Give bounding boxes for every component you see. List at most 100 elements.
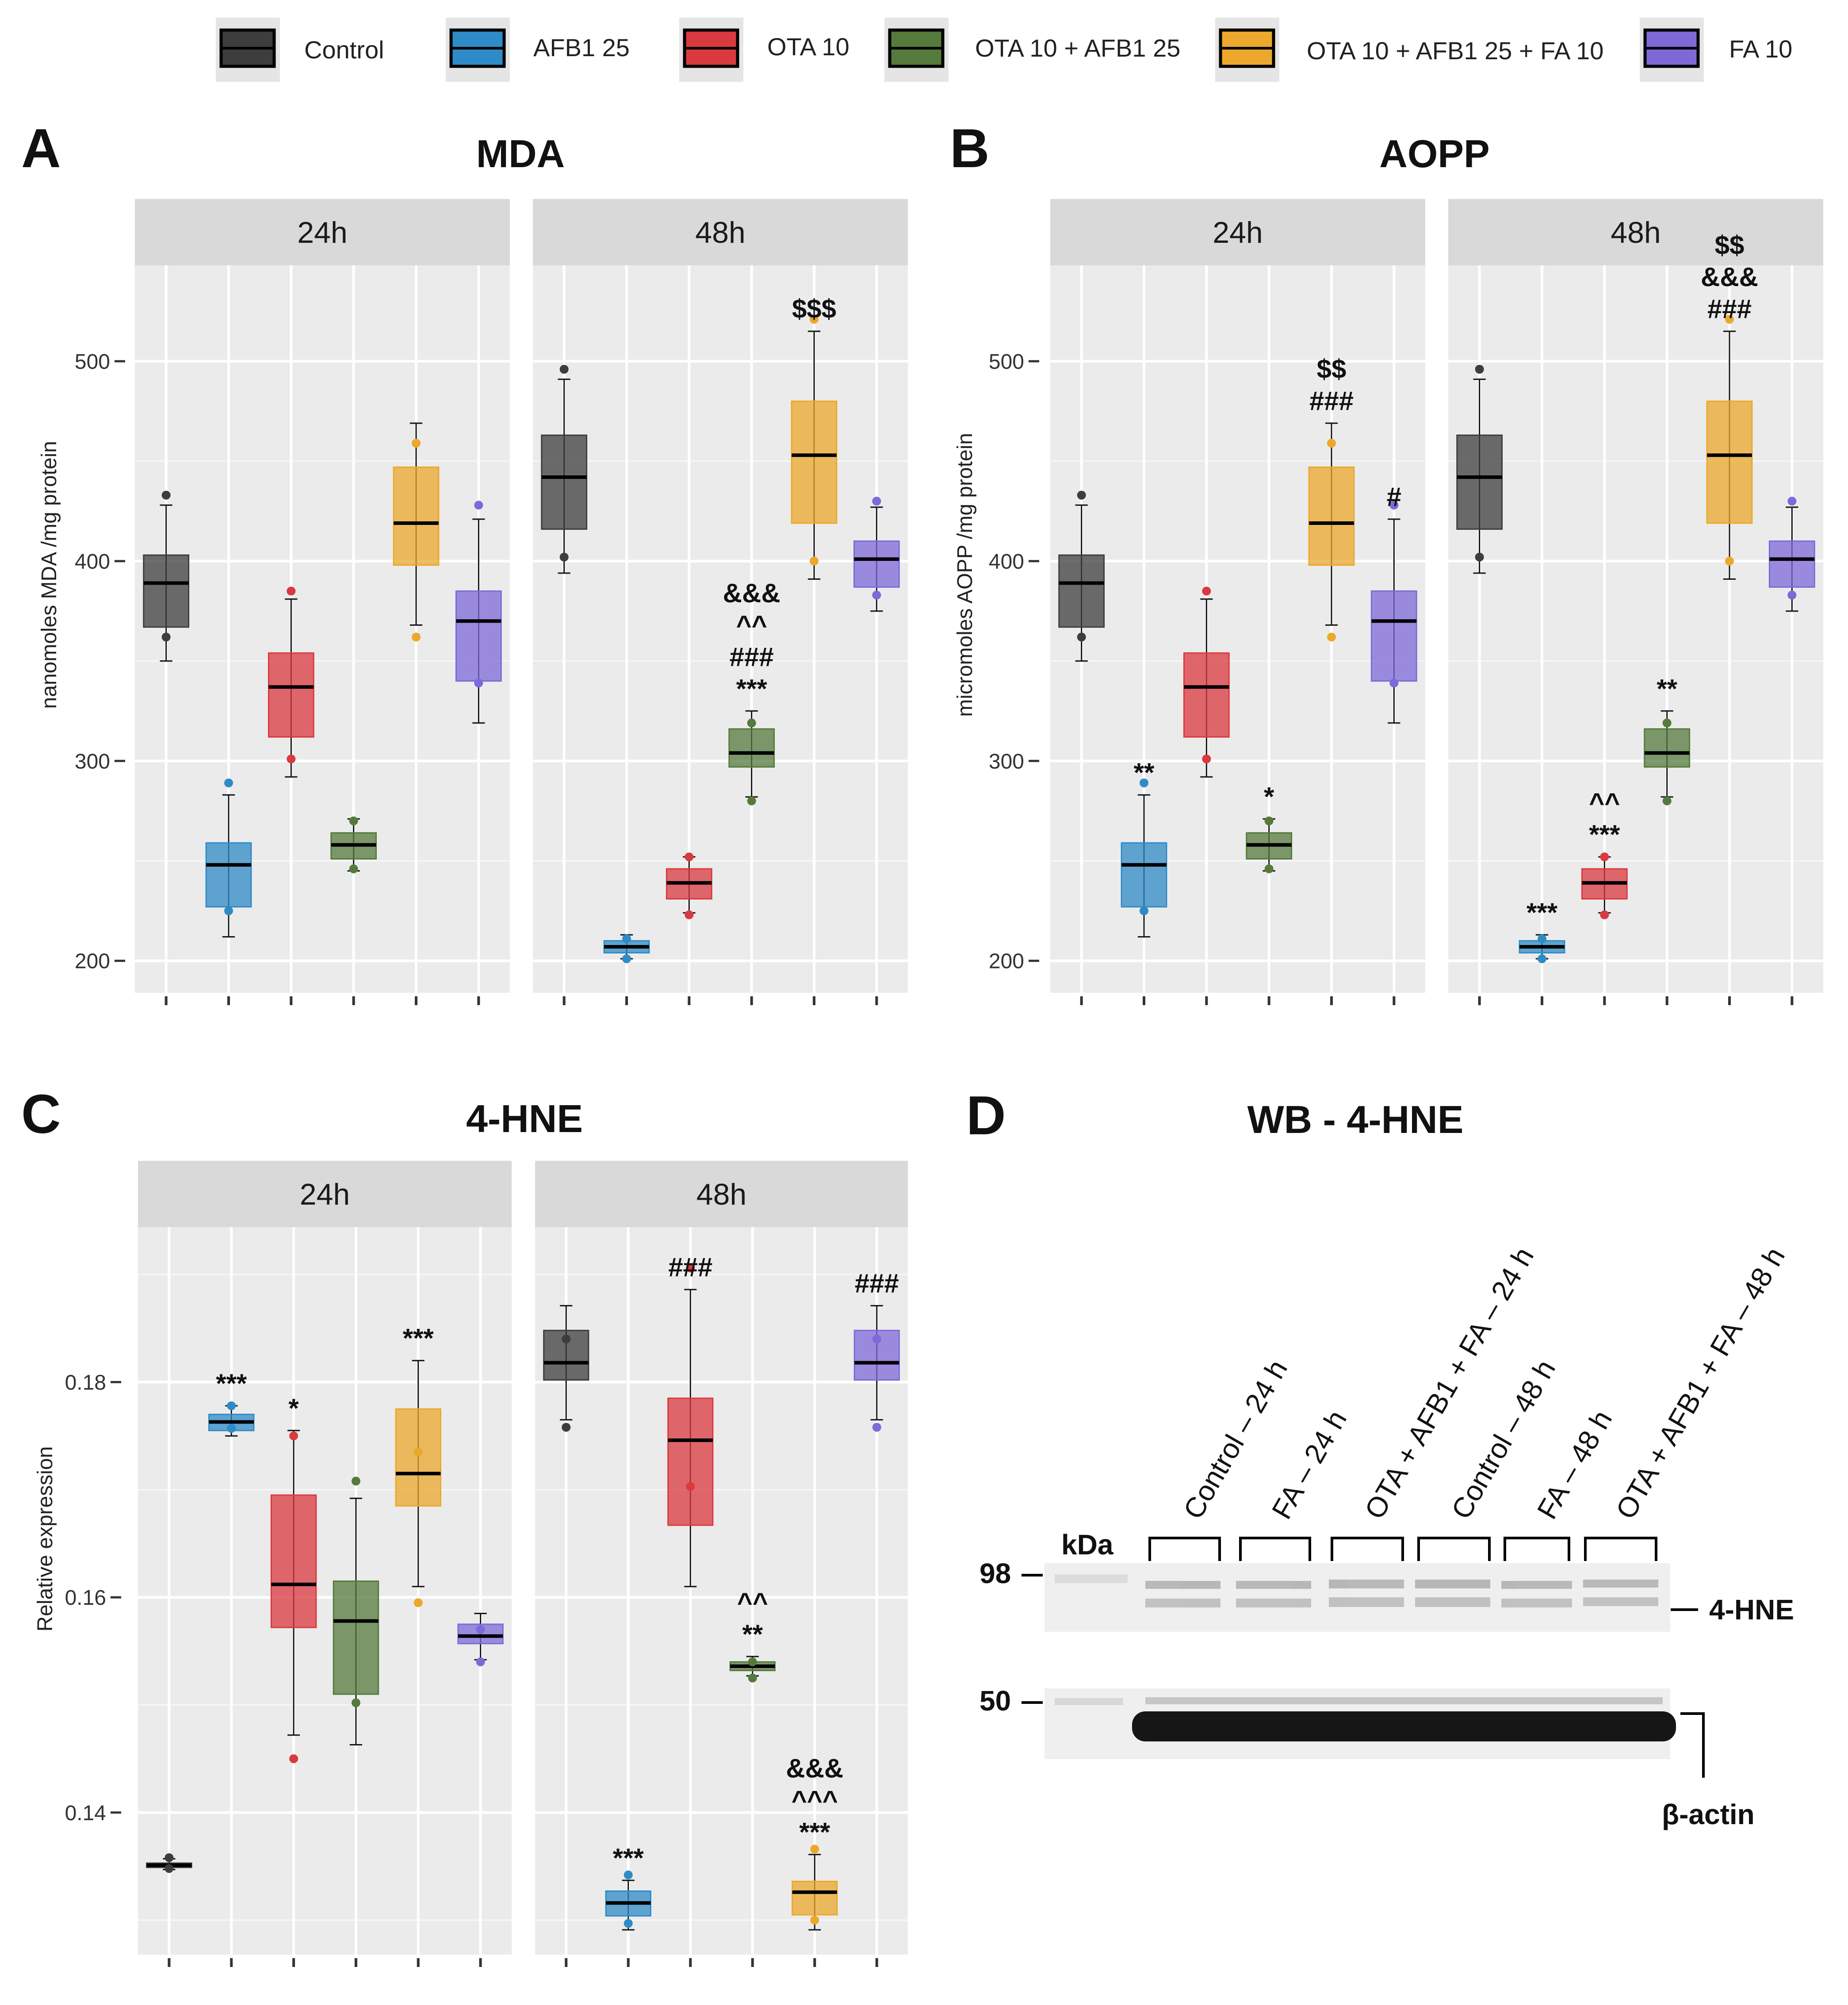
plots: 24h 48h***###^^&&&$$$20030040050024h***##… — [65, 199, 1823, 1967]
data-point — [165, 1853, 174, 1862]
y-tick-label: 300 — [989, 750, 1024, 773]
box — [1308, 466, 1355, 566]
box — [270, 1494, 317, 1628]
data-point — [1327, 632, 1336, 642]
y-tick-label: 200 — [75, 950, 110, 973]
legend-label-afb1: AFB1 25 — [533, 34, 630, 61]
data-point — [1264, 864, 1274, 873]
box-afb1: *** — [1519, 898, 1565, 964]
data-point — [349, 816, 358, 826]
box-afb1: *** — [208, 1369, 255, 1437]
box-ota — [1183, 586, 1230, 778]
panel-letter-c: C — [21, 1084, 61, 1145]
significance-label: ### — [668, 1252, 712, 1282]
panel-letter-a: A — [21, 118, 61, 179]
data-point — [562, 1335, 571, 1344]
data-point — [872, 1335, 881, 1344]
box-ota-afb1-fa: ###$$ — [1308, 354, 1355, 642]
data-point — [622, 934, 631, 943]
data-point — [227, 1401, 236, 1410]
box-control — [1456, 365, 1503, 574]
facet-label: 24h — [297, 216, 347, 249]
kda-header: kDa — [1061, 1529, 1113, 1561]
ylabel-a: nanomoles MDA /mg protein — [38, 441, 61, 709]
facet-48h: 48h *** ### **^^ *** ^^^ &&& ### — [535, 1161, 908, 1967]
facet-48h: 48h ***###^^&&& $$$ — [533, 199, 908, 1005]
box-fa — [1768, 497, 1815, 612]
box-ota-afb1-fa: *** ^^^ &&& — [786, 1754, 843, 1931]
significance-label: &&& — [786, 1754, 843, 1783]
data-point — [1389, 501, 1399, 510]
significance-label: *** — [613, 1843, 644, 1873]
legend-label-ota-afb1: OTA 10 + AFB1 25 — [975, 34, 1180, 62]
box-fa — [455, 501, 502, 724]
data-point — [747, 796, 756, 806]
data-point — [562, 1423, 571, 1432]
legend-label-fa: FA 10 — [1729, 35, 1792, 63]
box — [395, 1408, 441, 1507]
significance-label: ** — [1657, 674, 1677, 704]
data-point — [872, 497, 881, 506]
panel-background — [533, 265, 908, 993]
marker-98: 98 — [979, 1557, 1011, 1589]
box — [1644, 728, 1691, 768]
significance-label: ### — [855, 1269, 899, 1298]
significance-label: ^^ — [736, 610, 767, 640]
band-label-4hne: 4-HNE — [1709, 1594, 1794, 1626]
significance-label: ^^ — [1589, 788, 1620, 818]
data-point — [559, 552, 569, 562]
facet-strip — [533, 199, 908, 265]
box — [268, 652, 314, 738]
panel-background — [138, 1227, 512, 1955]
box-ota — [268, 586, 314, 778]
data-point — [474, 678, 483, 688]
data-point — [1662, 796, 1672, 806]
box — [541, 434, 588, 530]
data-point — [810, 1844, 819, 1854]
box-ota-afb1: ** — [1644, 674, 1691, 806]
panel-title-a: MDA — [476, 132, 565, 176]
data-point — [1600, 852, 1609, 861]
data-point — [686, 1482, 695, 1491]
data-point — [474, 501, 483, 510]
significance-label: ^^^ — [792, 1786, 838, 1815]
data-point — [165, 1864, 174, 1873]
legend-item-ota-afb1-fa: OTA 10 + AFB1 25 + FA 10 — [1215, 18, 1603, 82]
data-point — [685, 852, 694, 861]
lane-brackets — [1148, 1537, 1657, 1561]
facet-strip — [138, 1161, 512, 1227]
legend-item-ota-afb1: OTA 10 + AFB1 25 — [884, 18, 1180, 82]
box-ota-afb1: ***###^^&&& — [723, 578, 781, 806]
box-ota-afb1-fa — [393, 422, 440, 642]
box-control — [541, 365, 588, 574]
significance-label: $$$ — [792, 294, 836, 324]
data-point — [810, 556, 819, 566]
panel-letter-d: D — [966, 1085, 1006, 1146]
data-point — [748, 1673, 757, 1683]
data-point — [872, 1423, 881, 1432]
data-point — [1600, 910, 1609, 919]
facet-label: 48h — [696, 1178, 746, 1211]
legend-item-ota: OTA 10 — [679, 18, 849, 82]
y-tick-label: 500 — [989, 350, 1024, 374]
significance-label: *** — [799, 1818, 830, 1847]
box-afb1: *** — [605, 1843, 651, 1931]
legend-label-ota-afb1-fa: OTA 10 + AFB1 25 + FA 10 — [1307, 37, 1603, 65]
y-tick-label: 300 — [75, 750, 110, 773]
data-point — [1077, 632, 1086, 642]
box — [1183, 652, 1230, 738]
data-point — [810, 315, 819, 324]
panel-title-d: WB - 4-HNE — [1247, 1098, 1464, 1141]
significance-label: # — [1387, 482, 1401, 512]
data-point — [412, 439, 421, 448]
box-ota: * — [270, 1393, 317, 1764]
facet-label: 48h — [1611, 216, 1661, 249]
significance-label: ** — [1134, 758, 1155, 788]
y-tick-label: 0.14 — [65, 1802, 106, 1825]
legend-item-control: Control — [216, 18, 384, 82]
facet-strip — [1448, 199, 1823, 265]
box — [791, 400, 838, 524]
panel-background — [535, 1227, 908, 1955]
significance-label: $$ — [1317, 354, 1347, 384]
